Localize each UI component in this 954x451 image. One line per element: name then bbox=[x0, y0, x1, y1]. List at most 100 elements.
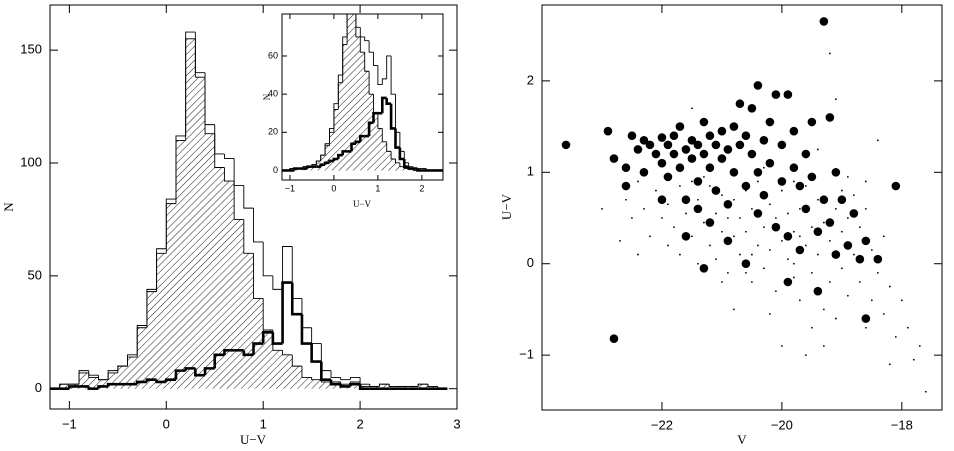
scatter-point bbox=[633, 145, 643, 154]
scatter-point bbox=[631, 217, 633, 219]
histogram-step bbox=[389, 103, 396, 130]
hatch-fill bbox=[282, 354, 293, 389]
scatter-point bbox=[675, 163, 685, 173]
scatter-point bbox=[759, 190, 769, 200]
histogram-bin bbox=[377, 113, 383, 171]
histogram-step bbox=[107, 372, 118, 380]
histogram-step bbox=[306, 165, 312, 169]
histogram-bin bbox=[136, 327, 147, 389]
y-tick-label: 100 bbox=[20, 154, 42, 169]
scatter-point bbox=[621, 181, 631, 191]
histogram-bin bbox=[306, 165, 312, 169]
scatter-point bbox=[807, 117, 817, 127]
scatter-point bbox=[655, 189, 657, 192]
histogram-bin bbox=[262, 241, 273, 277]
histogram-bin bbox=[223, 167, 235, 389]
scatter-point bbox=[735, 140, 745, 150]
scatter-point bbox=[882, 313, 885, 315]
histogram-bin bbox=[367, 121, 374, 137]
scatter-point bbox=[709, 244, 711, 247]
scatter-point bbox=[834, 98, 837, 101]
scatter-point bbox=[816, 253, 819, 256]
scatter-point bbox=[840, 267, 843, 270]
scatter-point bbox=[744, 189, 747, 192]
x-tick-label: 2 bbox=[356, 416, 363, 431]
histogram-step bbox=[290, 282, 302, 316]
plot-area bbox=[282, 14, 443, 172]
scatter-point bbox=[870, 249, 873, 251]
hatch-fill bbox=[98, 379, 109, 389]
scatter-point bbox=[661, 217, 663, 219]
scatter-point bbox=[786, 258, 789, 261]
scatter-point bbox=[762, 267, 765, 270]
histogram-bin bbox=[390, 151, 396, 171]
histogram-step bbox=[185, 38, 196, 141]
scatter-point bbox=[816, 198, 819, 201]
scatter-point bbox=[819, 17, 829, 26]
histogram-bin bbox=[106, 382, 118, 387]
histogram-bin bbox=[349, 376, 361, 380]
histogram-bin bbox=[311, 327, 322, 344]
scatter-point bbox=[894, 335, 897, 338]
scatter-point bbox=[777, 140, 787, 150]
scatter-point bbox=[717, 126, 727, 136]
scatter-point bbox=[723, 236, 733, 246]
histogram-bin bbox=[59, 383, 70, 389]
scatter-point bbox=[717, 154, 727, 163]
histogram-bin bbox=[359, 134, 365, 142]
scatter-point bbox=[709, 185, 711, 187]
histogram-bin bbox=[332, 157, 339, 161]
scatter-point bbox=[619, 239, 621, 242]
y-tick-label: 0 bbox=[527, 255, 534, 270]
x-tick-label: −20 bbox=[771, 417, 793, 432]
histogram-bin bbox=[399, 162, 405, 171]
histogram-bin bbox=[339, 384, 351, 388]
histogram-step bbox=[373, 52, 378, 66]
scatter-point bbox=[759, 136, 769, 145]
histogram-step bbox=[291, 354, 302, 367]
scatter-point bbox=[681, 231, 691, 241]
plot-frame bbox=[281, 13, 444, 181]
scatter-point bbox=[882, 235, 885, 238]
histogram-step bbox=[358, 384, 370, 390]
histogram-bin bbox=[261, 330, 273, 344]
scatter-point bbox=[792, 230, 795, 233]
x-tick-label: 2 bbox=[419, 183, 424, 193]
hatch-fill bbox=[391, 159, 396, 171]
y-tick-label: 150 bbox=[20, 42, 42, 57]
scatter-point bbox=[739, 253, 741, 256]
scatter-point bbox=[765, 158, 775, 168]
scatter-point bbox=[693, 140, 703, 150]
histogram-step bbox=[243, 185, 254, 209]
x-tick-label: 0 bbox=[163, 416, 170, 431]
scatter-point bbox=[691, 107, 693, 110]
scatter-point bbox=[771, 222, 781, 232]
scatter-point bbox=[727, 271, 729, 274]
scatter-point bbox=[679, 185, 681, 187]
scatter-point bbox=[625, 198, 627, 201]
histogram-bin bbox=[351, 14, 356, 171]
scatter-point bbox=[649, 235, 651, 238]
scatter-point bbox=[804, 354, 807, 357]
scatter-point bbox=[705, 163, 715, 173]
histogram-bin bbox=[402, 159, 409, 168]
histogram-bin bbox=[156, 252, 167, 389]
scatter-point bbox=[828, 281, 831, 283]
scatter-point bbox=[723, 145, 733, 154]
scatter-point bbox=[798, 235, 801, 238]
scatter-point bbox=[846, 175, 849, 178]
histogram-step bbox=[204, 77, 215, 135]
x-tick-label: 0 bbox=[331, 183, 336, 193]
histogram-step bbox=[395, 159, 400, 164]
histogram-step bbox=[281, 281, 293, 344]
hatch-fill bbox=[379, 384, 390, 389]
histogram-step bbox=[349, 376, 361, 380]
histogram-step bbox=[282, 350, 293, 356]
scatter-point bbox=[864, 326, 867, 329]
scatter-point bbox=[711, 186, 721, 195]
hatch-fill bbox=[338, 82, 343, 171]
scatter-point bbox=[703, 221, 705, 224]
scatter-point bbox=[768, 313, 771, 315]
hatch-fill bbox=[373, 113, 378, 171]
